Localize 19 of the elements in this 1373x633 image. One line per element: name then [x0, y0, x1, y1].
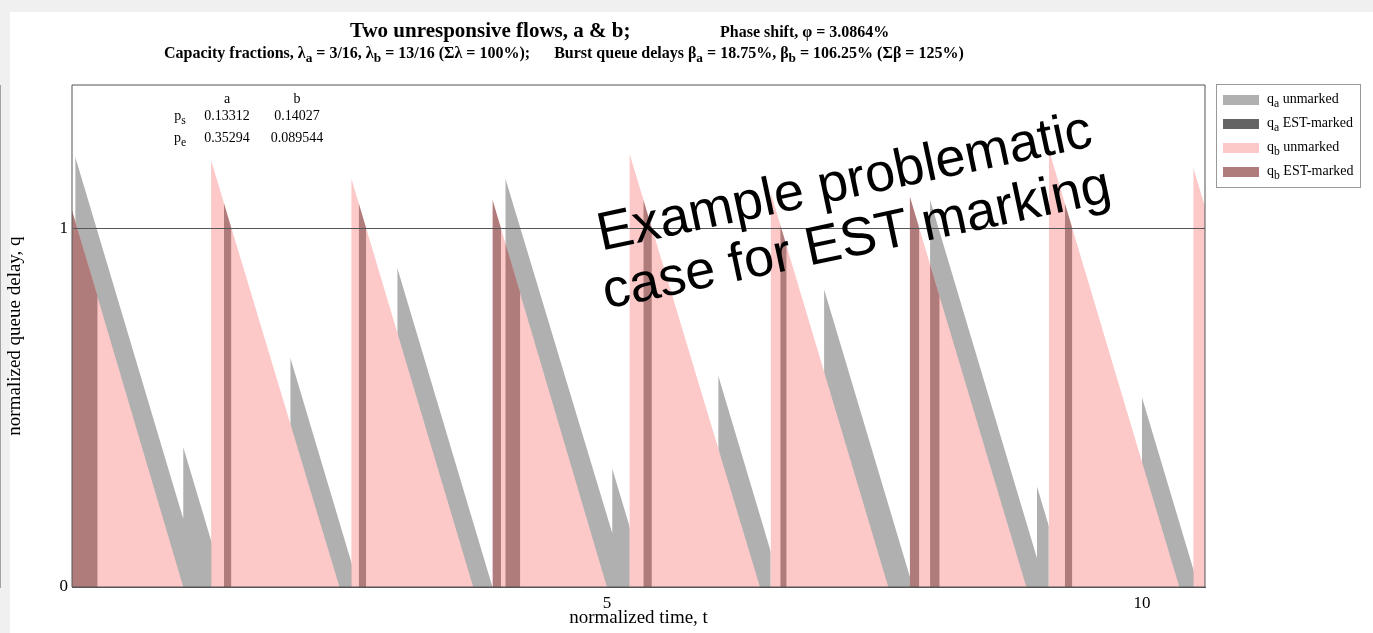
annotation: p$_{s}$: [173, 107, 187, 129]
annotation: p$_{e}$: [172, 128, 188, 151]
legend-label: q$_{b}$ unmarked: [1267, 138, 1340, 158]
legend-label: q$_{a}$ EST-marked: [1267, 114, 1353, 134]
legend-label: q$_{a}$ unmarked: [1267, 90, 1339, 110]
annotation: 0.35294: [203, 128, 251, 147]
text: Phase shift, φ = 3.0864%: [720, 23, 890, 41]
annotation: 0.089544: [269, 128, 325, 147]
text: Capacity fractions, λ$_{a}$ = 3/16, λ$_{b}$ = 13/16 (Σλ = 100%); Burst queue delays β$_{a}$ = 18.75%, β$_{b}$ = 106.25% (Σβ = 125%): [164, 44, 964, 66]
annotation: 0.13312: [203, 107, 251, 125]
y-axis-title: normalized queue delay, q: [3, 235, 25, 436]
annotation: a: [222, 90, 232, 107]
legend-label: q$_{b}$ EST-marked: [1267, 162, 1354, 182]
y-tick-label: 1: [59, 217, 68, 237]
y-tick-label: 0: [59, 576, 68, 596]
annotation: b: [292, 90, 302, 107]
annotation: 0.14027: [273, 107, 321, 125]
x-tick-label: 10: [1133, 592, 1151, 612]
chart-title: Two unresponsive flows, a & b;: [350, 18, 631, 43]
